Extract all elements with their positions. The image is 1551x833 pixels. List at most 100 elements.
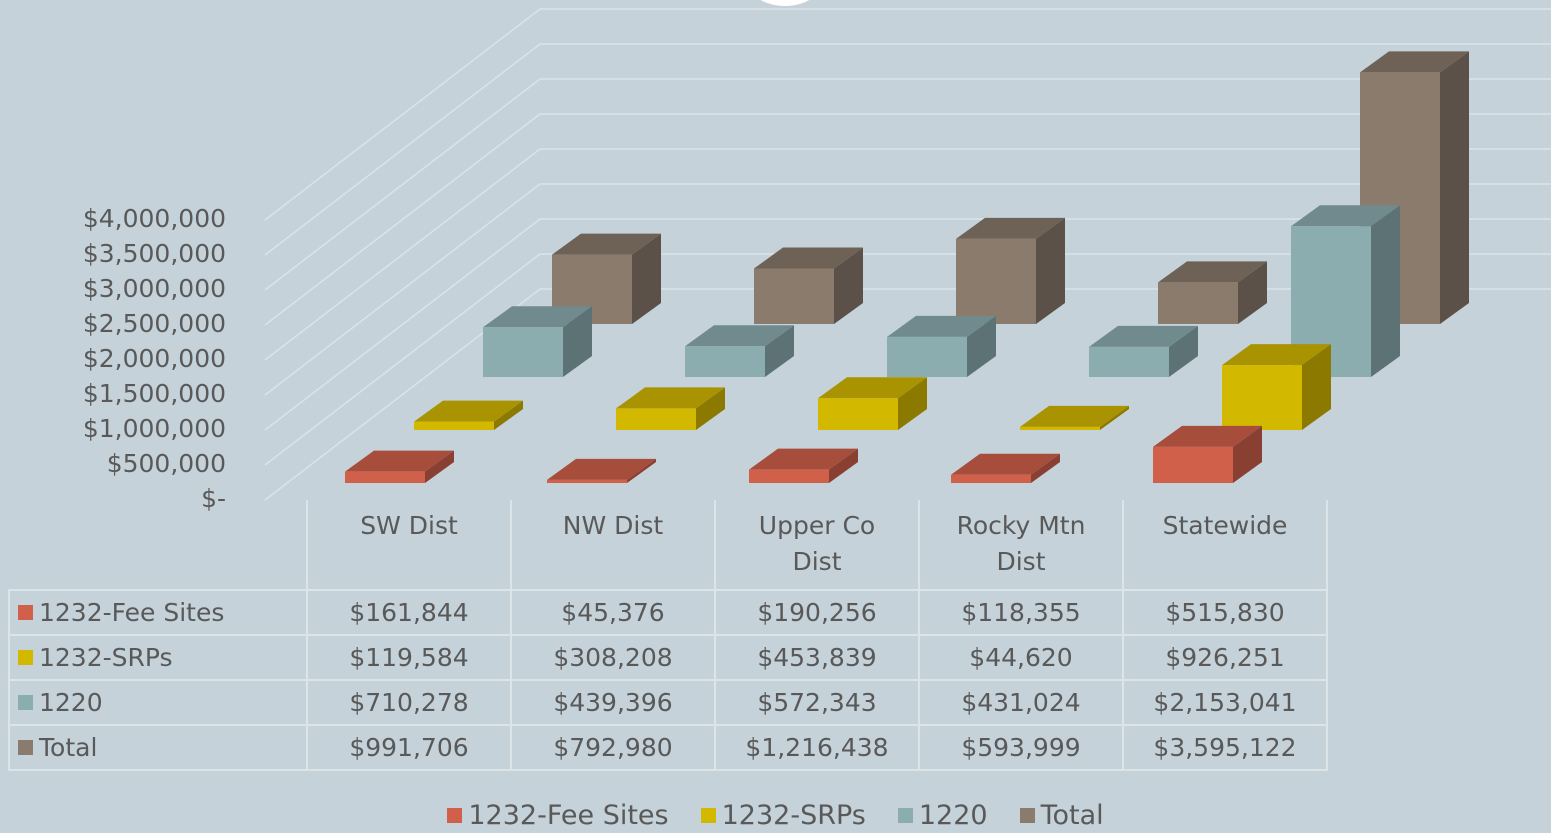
bar-top — [414, 400, 523, 422]
category-label: Rocky Mtn Dist — [918, 500, 1124, 591]
bar — [1089, 346, 1169, 377]
bar — [685, 346, 765, 377]
value-cell: $572,343 — [714, 679, 920, 726]
legend-key — [18, 739, 33, 755]
bar-top — [818, 377, 927, 399]
category-label: NW Dist — [510, 500, 716, 591]
y-tick-label: $1,500,000 — [83, 379, 226, 408]
value-cell: $118,355 — [918, 589, 1124, 636]
bar — [1153, 446, 1233, 483]
value-cell: $792,980 — [510, 724, 716, 771]
decoration — [760, 0, 810, 6]
legend-key — [18, 694, 33, 710]
y-tick-label: $- — [201, 484, 226, 513]
bar-top — [749, 448, 858, 470]
series-name: 1232-SRPs — [39, 642, 173, 672]
bar — [749, 469, 829, 483]
grid-line — [264, 218, 1551, 431]
value-cell: $453,839 — [714, 634, 920, 681]
legend-label: 1220 — [918, 800, 988, 831]
value-cell: $119,584 — [306, 634, 512, 681]
legend-key — [700, 808, 716, 823]
bar-side — [1100, 405, 1129, 430]
value-cell: $431,024 — [918, 679, 1124, 726]
table-row: 1232-Fee Sites $161,844 $45,376 $190,256 $11… — [8, 589, 1328, 636]
bar-side — [834, 247, 863, 324]
series-name: 1232-Fee Sites — [39, 597, 225, 627]
bar-top — [956, 217, 1065, 239]
y-tick-label: $1,000,000 — [83, 414, 226, 443]
bar — [887, 336, 967, 377]
bar-side — [765, 325, 794, 377]
series-cell: Total — [8, 724, 308, 771]
table-row: 1220 $710,278 $439,396 $572,343 $431,024 $2,1… — [8, 679, 1328, 726]
legend-key — [1019, 808, 1035, 823]
value-cell: $3,595,122 — [1122, 724, 1328, 771]
bar-top — [685, 325, 794, 347]
category-label: SW Dist — [306, 500, 512, 591]
category-label: Upper Co Dist — [714, 500, 920, 591]
y-tick-label: $3,500,000 — [83, 239, 226, 268]
legend-key — [897, 808, 913, 823]
bar-top — [887, 315, 996, 337]
legend-key — [447, 808, 463, 823]
value-cell: $439,396 — [510, 679, 716, 726]
table-corner — [9, 500, 307, 590]
bar-side — [425, 450, 454, 483]
series-cell: 1232-SRPs — [8, 634, 308, 681]
bar-side — [898, 377, 927, 430]
legend-label: 1232-Fee Sites — [468, 800, 669, 831]
bar — [754, 268, 834, 324]
bar — [345, 471, 425, 483]
bar-top — [951, 453, 1060, 475]
value-cell: $2,153,041 — [1122, 679, 1328, 726]
category-label: Statewide — [1122, 500, 1328, 591]
bar — [1020, 426, 1100, 430]
series-cell: 1232-Fee Sites — [8, 589, 308, 636]
bar-side — [632, 233, 661, 324]
bar-top — [483, 306, 592, 328]
series-name: 1220 — [39, 687, 103, 717]
value-cell: $161,844 — [306, 589, 512, 636]
grid-line — [264, 43, 1551, 256]
value-cell: $926,251 — [1122, 634, 1328, 681]
value-cell: $44,620 — [918, 634, 1124, 681]
value-cell: $710,278 — [306, 679, 512, 726]
bar-side — [1169, 325, 1198, 377]
bar-top — [1158, 261, 1267, 283]
bar-side — [1371, 205, 1400, 377]
value-cell: $45,376 — [510, 589, 716, 636]
y-tick-label: $2,000,000 — [83, 344, 226, 373]
bar-side — [1036, 217, 1065, 324]
bar-top — [552, 233, 661, 255]
bar — [616, 408, 696, 430]
legend-label: 1232-SRPs — [721, 800, 866, 831]
bar-side — [1302, 344, 1331, 430]
grid-line — [264, 148, 1551, 361]
bar-top — [754, 247, 863, 269]
bar-side — [494, 400, 523, 430]
legend-item: Total — [1019, 800, 1104, 831]
grid-line — [264, 8, 1551, 221]
bar-top — [616, 387, 725, 409]
bar — [414, 421, 494, 430]
series-cell: 1220 — [8, 679, 308, 726]
legend: 1232-Fee Sites 1232-SRPs 1220 Total — [0, 800, 1551, 831]
value-cell: $308,208 — [510, 634, 716, 681]
bar-top — [345, 450, 454, 472]
legend-key — [18, 604, 33, 620]
bar-side — [1238, 261, 1267, 324]
grid-line — [264, 253, 1551, 466]
legend-key — [18, 649, 33, 665]
series-name: Total — [39, 732, 98, 762]
data-table: SW Dist NW Dist Upper Co Dist Rocky Mtn Dis… — [8, 500, 1328, 771]
value-cell: $593,999 — [918, 724, 1124, 771]
bar — [818, 398, 898, 430]
y-tick-label: $2,500,000 — [83, 309, 226, 338]
bar — [1222, 365, 1302, 430]
bar-top — [1360, 51, 1469, 73]
legend-item: 1220 — [897, 800, 988, 831]
bar-side — [627, 458, 656, 483]
